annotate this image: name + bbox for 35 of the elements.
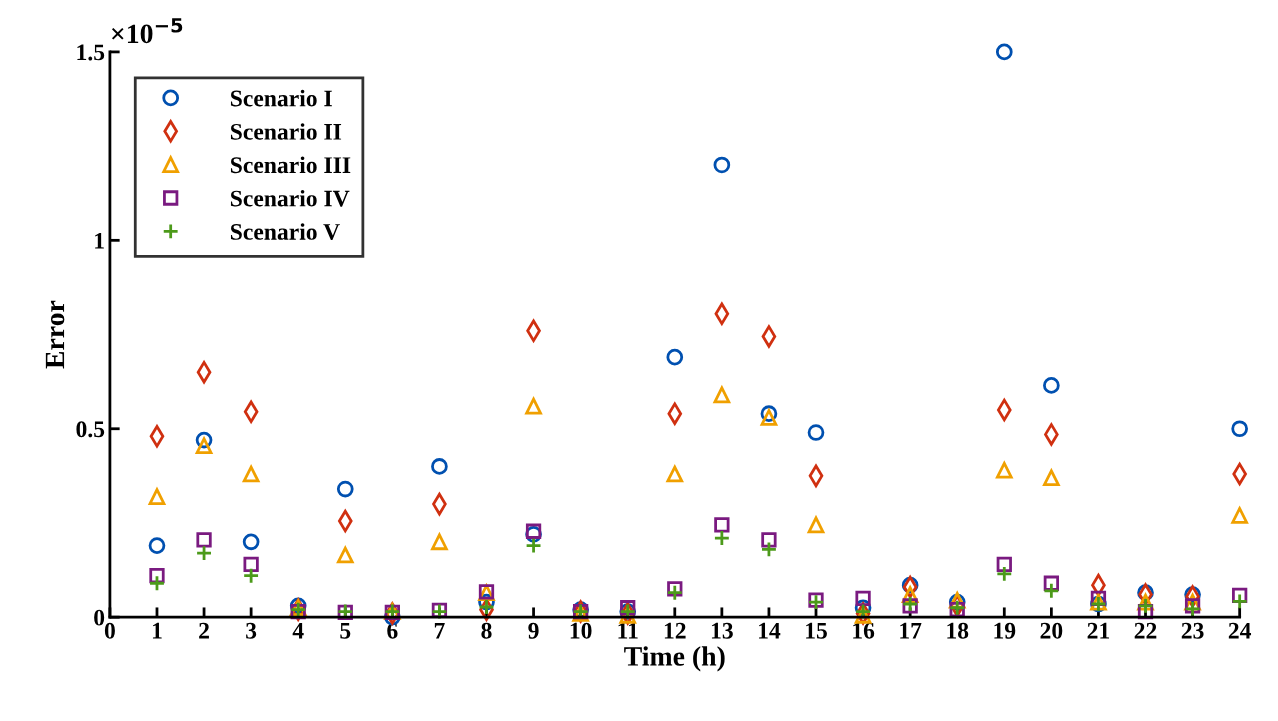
x-tick-label: 14 (759, 622, 781, 639)
x-tick-label: 10 (570, 622, 592, 639)
x-tick-label: 19 (994, 622, 1016, 639)
x-tick-label: 20 (1040, 622, 1063, 639)
x-axis-title: Time (h) (624, 646, 725, 672)
legend-label: Scenario I (230, 89, 332, 107)
x-tick-label: 17 (900, 622, 922, 639)
legend-label: Scenario II (230, 123, 342, 140)
x-tick-label: 4 (292, 622, 304, 639)
x-tick-label: 2 (199, 622, 209, 639)
x-tick-label: 13 (711, 622, 733, 639)
legend-label: Scenario V (230, 223, 340, 240)
y-tick-label: 1.5 (77, 44, 105, 61)
y-tick-label: 1 (95, 232, 104, 249)
x-tick-label: 15 (806, 622, 827, 639)
x-tick-label: 23 (1181, 622, 1204, 639)
x-tick-label: 8 (481, 622, 492, 639)
x-tick-label: 22 (1134, 622, 1157, 639)
x-tick-label: 1 (152, 622, 162, 639)
y-tick-label: 0 (94, 609, 105, 626)
x-tick-label: 3 (246, 622, 257, 639)
x-tick-label: 21 (1087, 622, 1110, 639)
x-tick-label: 16 (853, 622, 875, 639)
x-tick-label: 9 (528, 622, 539, 639)
legend-label: Scenario IV (230, 189, 350, 207)
x-tick-label: 18 (947, 622, 969, 639)
y-tick-label: 0.5 (76, 421, 105, 438)
text: ×10$^{−5}$ (111, 18, 183, 44)
x-tick-label: 5 (340, 622, 351, 639)
legend-label: Scenario III (230, 156, 351, 174)
y-axis-title: Error (45, 300, 65, 369)
x-tick-label: 7 (434, 622, 445, 639)
x-tick-label: 11 (618, 622, 638, 639)
x-tick-label: 24 (1228, 622, 1252, 639)
x-tick-label: 12 (664, 622, 686, 639)
